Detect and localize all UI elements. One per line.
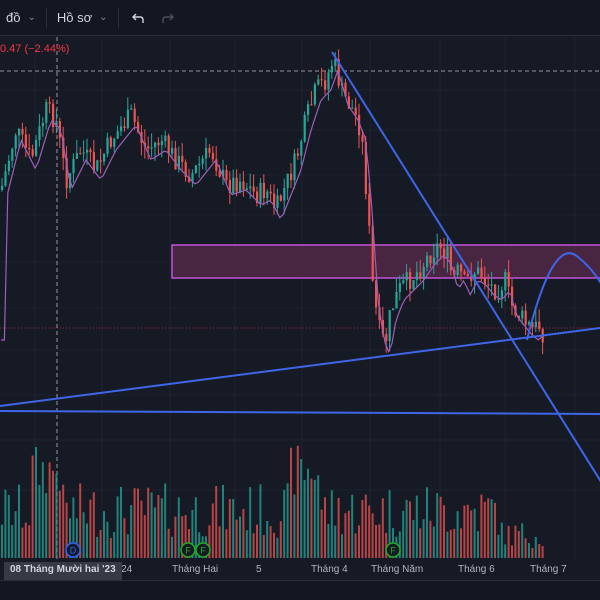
- financials-event-icon[interactable]: F: [385, 542, 401, 558]
- chart-type-label: đồ: [6, 10, 21, 25]
- toolbar-divider: [117, 7, 119, 28]
- time-axis-label: Tháng Hai: [172, 564, 219, 575]
- svg-text:F: F: [185, 546, 191, 556]
- grid-lines: [0, 37, 600, 560]
- time-axis-label: Tháng 7: [530, 564, 567, 575]
- resistance-zone: [171, 244, 600, 279]
- crosshair-date-label: 08 Tháng Mười hai '23: [4, 562, 122, 580]
- time-axis-label: Tháng 4: [311, 564, 348, 575]
- time-axis-label: 5: [256, 564, 262, 575]
- time-axis-label: Tháng 6: [458, 564, 495, 575]
- chart-type-dropdown[interactable]: đồ ⌄: [0, 0, 42, 36]
- redo-button[interactable]: [153, 0, 183, 36]
- undo-button[interactable]: [123, 0, 153, 36]
- toolbar-divider: [45, 7, 47, 28]
- chevron-down-icon: ⌄: [99, 12, 108, 23]
- bottom-bar: [0, 580, 600, 600]
- redo-icon: [161, 13, 174, 23]
- profile-label: Hồ sơ: [56, 10, 93, 25]
- svg-text:F: F: [390, 546, 396, 556]
- undo-icon: [131, 13, 144, 23]
- svg-text:D: D: [70, 546, 77, 556]
- financials-event-icon[interactable]: F: [180, 542, 196, 558]
- dividend-event-icon[interactable]: D: [65, 542, 81, 558]
- top-toolbar: đồ ⌄ Hồ sơ ⌄: [0, 0, 600, 36]
- price-change-legend: 0.47 (−2.44%): [0, 43, 70, 55]
- volume-histogram: [1, 445, 544, 558]
- time-axis-label: Tháng Năm: [371, 564, 424, 575]
- descending-trendline: [331, 51, 600, 482]
- moving-average-line: [1, 69, 542, 354]
- projected-path-curve: [526, 252, 600, 341]
- ascending-trendline: [0, 327, 600, 407]
- financials-event-icon[interactable]: F: [195, 542, 211, 558]
- horizontal-support-line: [0, 410, 600, 415]
- svg-text:F: F: [200, 546, 206, 556]
- chevron-down-icon: ⌄: [27, 12, 36, 23]
- profile-dropdown[interactable]: Hồ sơ ⌄: [51, 0, 114, 36]
